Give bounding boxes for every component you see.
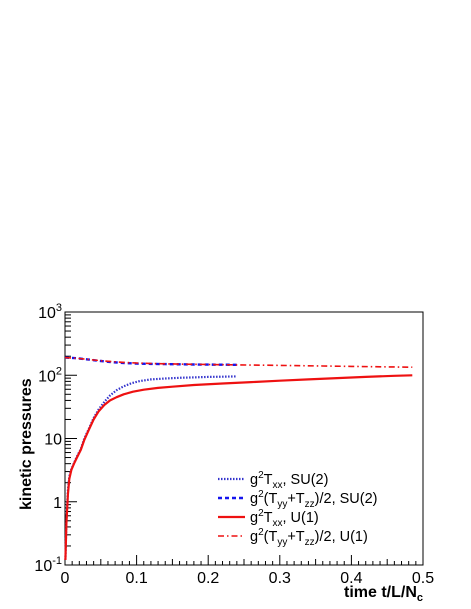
y-tick-label: 103 xyxy=(38,302,62,322)
series-layer xyxy=(64,356,413,561)
series-line-1 xyxy=(64,375,237,561)
legend-label-3: g2Txx, U(1) xyxy=(250,508,319,529)
x-tick-label: 0.2 xyxy=(197,570,219,587)
y-tick-label: 10 xyxy=(44,432,62,449)
legend: g2Txx, SU(2)g2(Tyy+Tzz)/2, SU(2)g2Txx, U… xyxy=(218,470,378,548)
x-tick-label: 0.1 xyxy=(125,570,147,587)
series-line-4 xyxy=(64,356,413,368)
series-line-3 xyxy=(64,374,413,561)
y-tick-label: 1 xyxy=(53,495,62,512)
x-axis-title: time t/L/Nc xyxy=(344,584,423,604)
x-tick-label: 0.4 xyxy=(340,570,362,587)
y-tick-label: 10-1 xyxy=(34,555,62,575)
legend-label-4: g2(Tyy+Tzz)/2, U(1) xyxy=(250,527,368,548)
x-tick-label: 0.5 xyxy=(412,570,434,587)
y-axis-title: kinetic pressures xyxy=(18,378,35,510)
legend-label-1: g2Txx, SU(2) xyxy=(250,470,328,491)
x-tick-label: 0.3 xyxy=(269,570,291,587)
x-tick-label: 0 xyxy=(61,570,70,587)
legend-label-2: g2(Tyy+Tzz)/2, SU(2) xyxy=(250,489,378,510)
x-axis-ticks: 0 0.1 0.2 0.3 0.4 0.5 xyxy=(61,555,434,587)
plot-frame xyxy=(64,311,424,566)
y-axis-ticks: 10-1 1 10 102 103 xyxy=(34,302,77,575)
y-tick-label: 102 xyxy=(38,365,62,385)
